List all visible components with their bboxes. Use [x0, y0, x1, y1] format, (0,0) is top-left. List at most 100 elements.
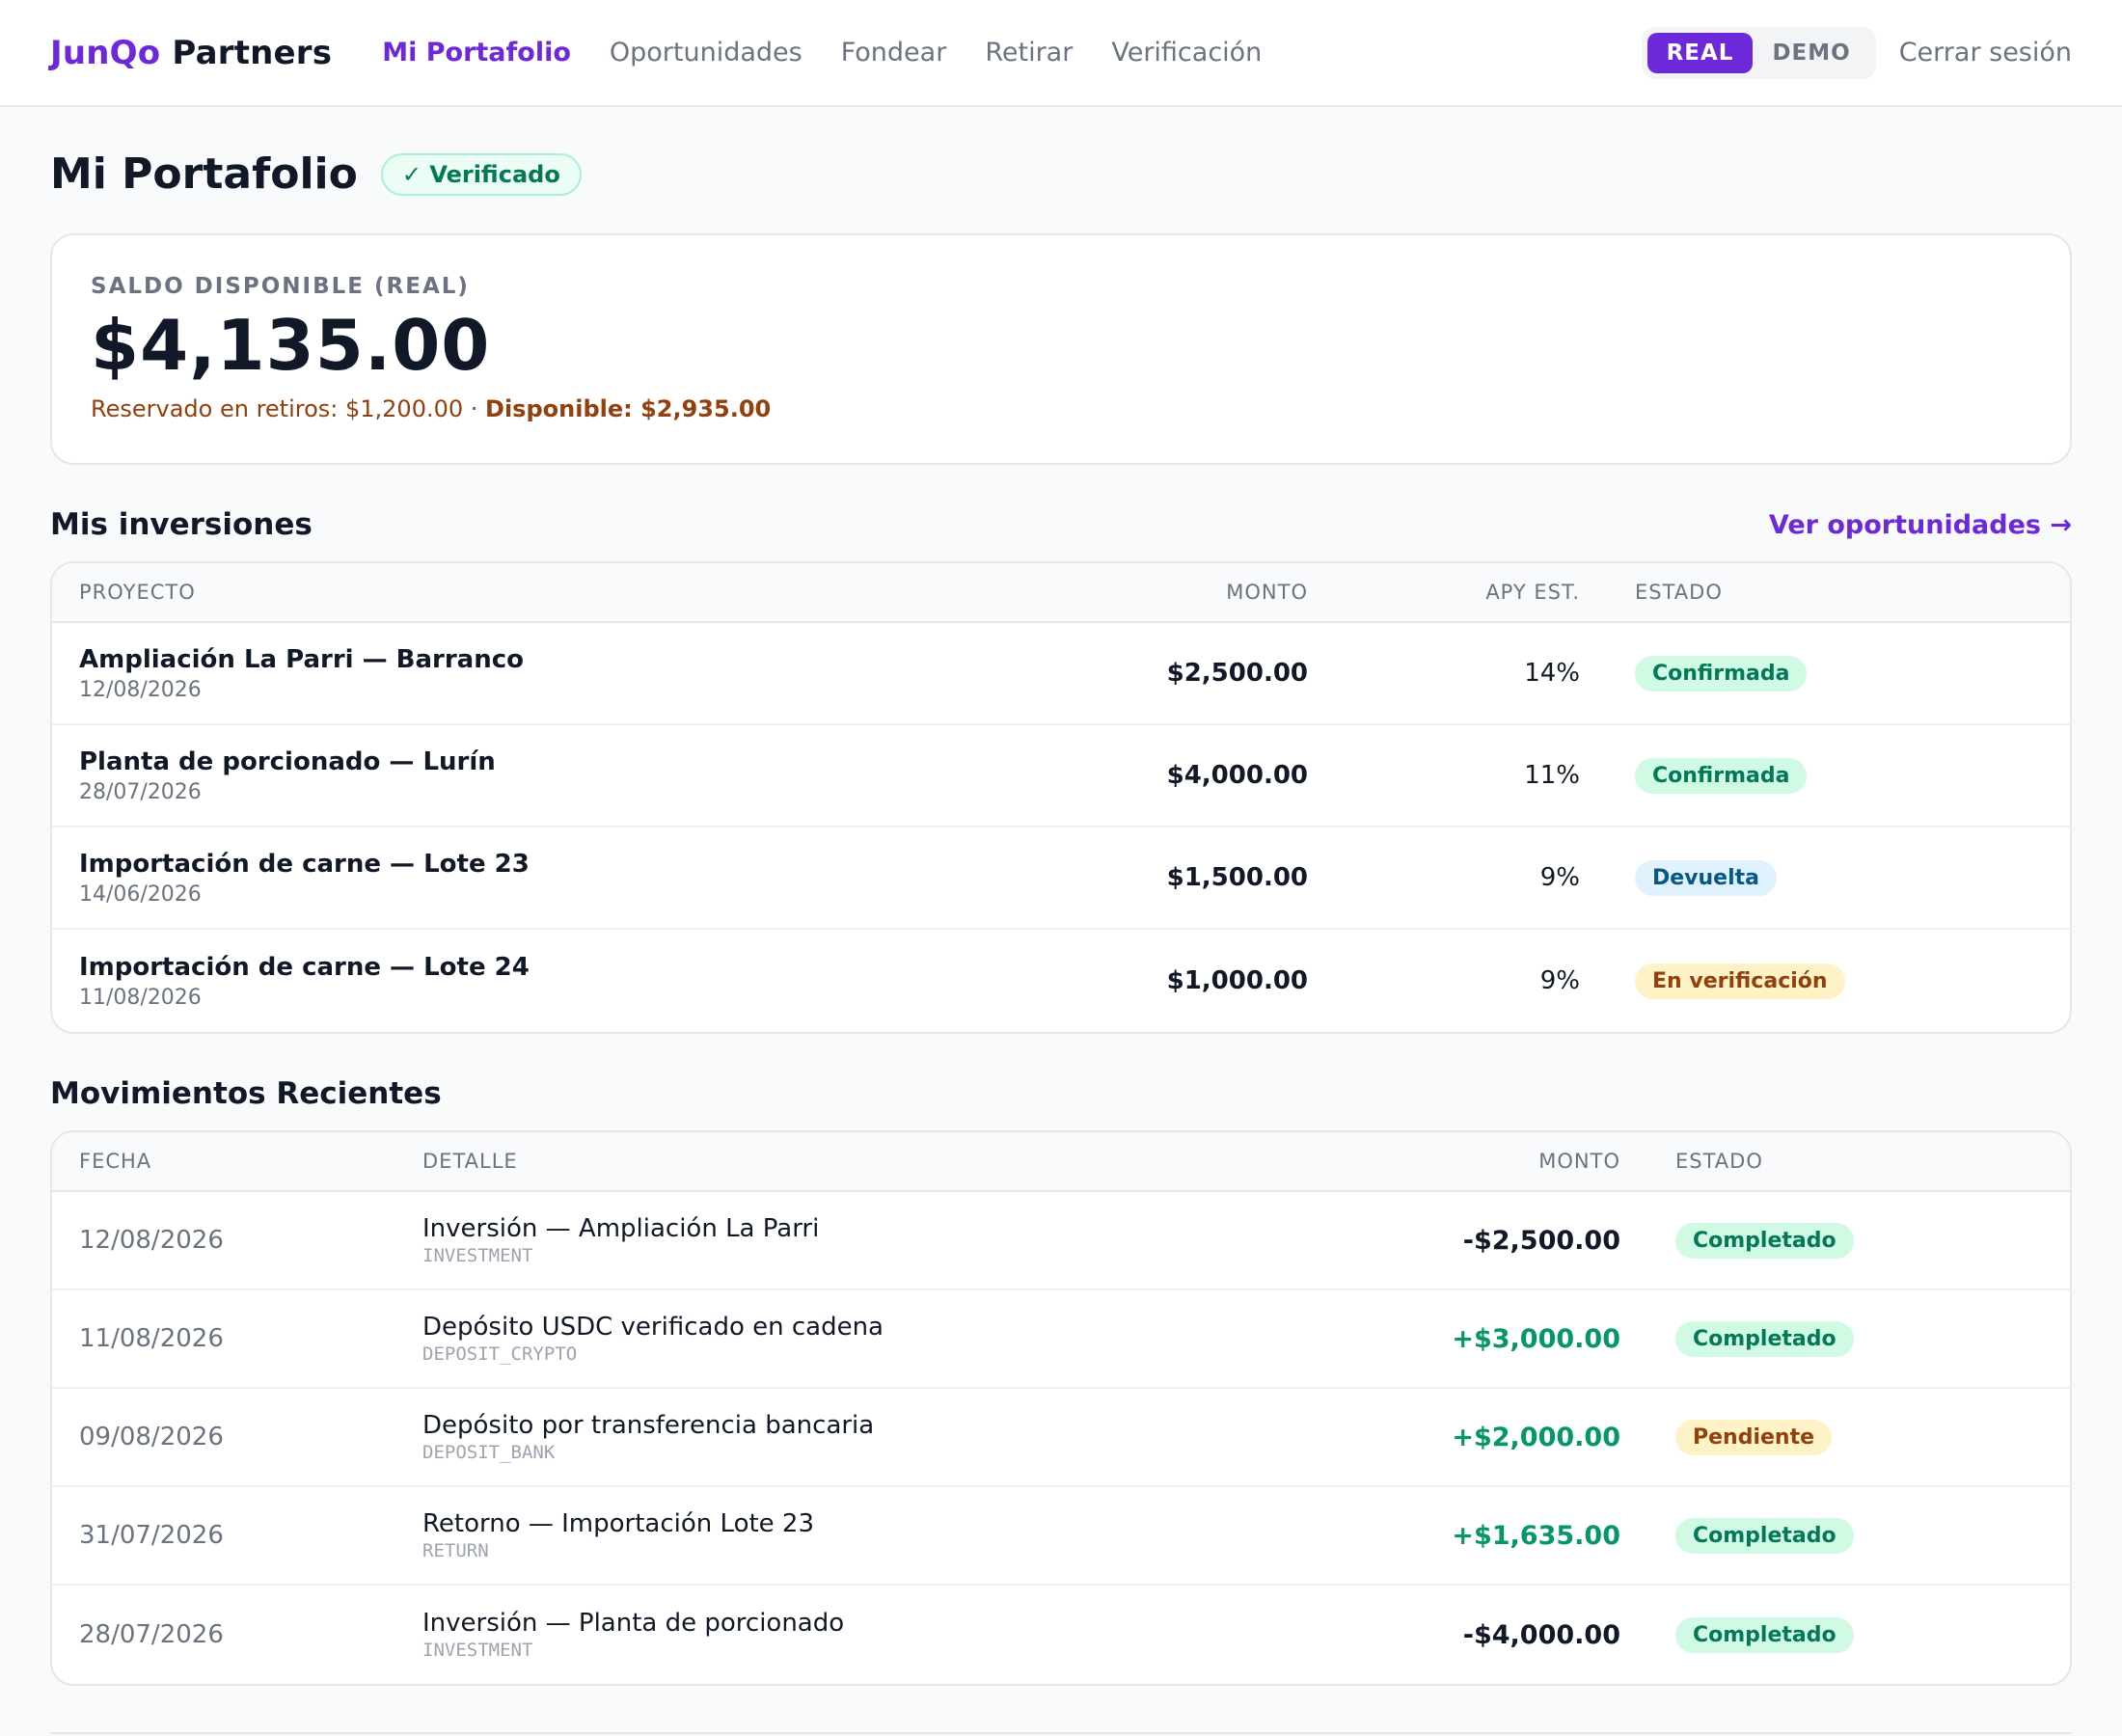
- status-badge: Completado: [1675, 1517, 1854, 1554]
- movement-amount: +$2,000.00: [1452, 1422, 1620, 1452]
- movement-type-code: INVESTMENT: [422, 1640, 533, 1661]
- investment-amount: $1,000.00: [1166, 966, 1308, 995]
- nav-fondear[interactable]: Fondear: [840, 38, 947, 68]
- project-name: Importación de carne — Lote 24: [79, 952, 530, 982]
- nav-mi-portafolio[interactable]: Mi Portafolio: [382, 38, 571, 68]
- investment-apy: 14%: [1524, 659, 1580, 688]
- reserved-withdrawals: Reservado en retiros: $1,200.00 ·: [91, 395, 486, 422]
- movement-amount: +$1,635.00: [1452, 1520, 1620, 1551]
- movement-detail: Inversión — Planta de porcionado: [422, 1609, 845, 1638]
- title-row: Mi Portafolio ✓ Verificado: [50, 149, 2072, 199]
- status-cell: Completado: [1620, 1222, 2043, 1259]
- movement-date: 28/07/2026: [79, 1620, 224, 1649]
- col-amount[interactable]: MONTO: [1226, 581, 1308, 604]
- verified-badge: ✓ Verificado: [380, 152, 582, 196]
- investments-table-header: PROYECTO MONTO APY EST. ESTADO: [52, 563, 2070, 623]
- movement-row[interactable]: 28/07/2026 Inversión — Planta de porcion…: [52, 1586, 2070, 1684]
- movement-type-code: DEPOSIT_BANK: [422, 1442, 556, 1463]
- investment-row[interactable]: Importación de carne — Lote 24 11/08/202…: [52, 930, 2070, 1032]
- movement-amount: -$2,500.00: [1462, 1225, 1620, 1256]
- col-project[interactable]: PROYECTO: [79, 581, 196, 604]
- status-cell: Devuelta: [1580, 859, 2043, 896]
- status-badge: En verificación: [1635, 963, 1845, 999]
- detail-cell: Inversión — Planta de porcionado INVESTM…: [422, 1609, 1331, 1661]
- balance-card: SALDO DISPONIBLE (REAL) $4,135.00 Reserv…: [50, 233, 2072, 465]
- col-date[interactable]: FECHA: [79, 1150, 152, 1173]
- movement-date: 09/08/2026: [79, 1423, 224, 1451]
- status-cell: Confirmada: [1580, 757, 2043, 794]
- movement-date: 12/08/2026: [79, 1226, 224, 1255]
- status-cell: Confirmada: [1580, 655, 2043, 692]
- page-title: Mi Portafolio: [50, 149, 358, 199]
- brand-logo[interactable]: JunQo Partners: [50, 34, 332, 72]
- investments-header: Mis inversiones Ver oportunidades →: [50, 507, 2072, 542]
- investment-amount: $4,000.00: [1166, 761, 1308, 790]
- movement-detail: Depósito por transferencia bancaria: [422, 1411, 875, 1440]
- balance-breakdown: Reservado en retiros: $1,200.00 · Dispon…: [91, 395, 2031, 422]
- project-date: 28/07/2026: [79, 779, 202, 804]
- mode-demo-option[interactable]: DEMO: [1772, 40, 1851, 66]
- movement-amount: -$4,000.00: [1462, 1619, 1620, 1650]
- movement-amount: +$3,000.00: [1452, 1323, 1620, 1354]
- movement-row[interactable]: 31/07/2026 Retorno — Importación Lote 23…: [52, 1487, 2070, 1586]
- mode-real-option[interactable]: REAL: [1646, 32, 1754, 73]
- status-cell: Completado: [1620, 1616, 2043, 1653]
- investments-table: PROYECTO MONTO APY EST. ESTADO Ampliació…: [50, 561, 2072, 1034]
- nav-retirar[interactable]: Retirar: [985, 38, 1074, 68]
- movements-table: FECHA DETALLE MONTO ESTADO 12/08/2026 In…: [50, 1130, 2072, 1686]
- col-status[interactable]: ESTADO: [1635, 581, 1723, 604]
- status-cell: Pendiente: [1620, 1419, 2043, 1455]
- movement-row[interactable]: 11/08/2026 Depósito USDC verificado en c…: [52, 1290, 2070, 1389]
- movement-type-code: DEPOSIT_CRYPTO: [422, 1343, 578, 1365]
- detail-cell: Inversión — Ampliación La Parri INVESTME…: [422, 1214, 1331, 1266]
- status-badge: Confirmada: [1635, 655, 1808, 692]
- col-detail[interactable]: DETALLE: [422, 1150, 518, 1173]
- balance-label: SALDO DISPONIBLE (REAL): [91, 274, 470, 299]
- project-date: 11/08/2026: [79, 985, 202, 1010]
- project-name: Importación de carne — Lote 23: [79, 849, 530, 879]
- detail-cell: Depósito por transferencia bancaria DEPO…: [422, 1411, 1331, 1463]
- main-content: Mi Portafolio ✓ Verificado SALDO DISPONI…: [0, 149, 2122, 1686]
- view-opportunities-link[interactable]: Ver oportunidades →: [1768, 509, 2072, 540]
- investment-row[interactable]: Planta de porcionado — Lurín 28/07/2026 …: [52, 725, 2070, 827]
- investment-row[interactable]: Importación de carne — Lote 23 14/06/202…: [52, 827, 2070, 930]
- available-amount: Disponible: $2,935.00: [485, 395, 772, 422]
- investment-amount: $1,500.00: [1166, 863, 1308, 892]
- movements-title: Movimientos Recientes: [50, 1076, 442, 1111]
- status-cell: Completado: [1620, 1517, 2043, 1554]
- investment-apy: 9%: [1539, 863, 1580, 892]
- investment-row[interactable]: Ampliación La Parri — Barranco 12/08/202…: [52, 623, 2070, 725]
- project-name: Planta de porcionado — Lurín: [79, 746, 496, 776]
- movement-detail: Inversión — Ampliación La Parri: [422, 1214, 820, 1243]
- project-date: 12/08/2026: [79, 677, 202, 702]
- project-cell: Importación de carne — Lote 23 14/06/202…: [79, 850, 1019, 907]
- detail-cell: Retorno — Importación Lote 23 RETURN: [422, 1509, 1331, 1561]
- detail-cell: Depósito USDC verificado en cadena DEPOS…: [422, 1313, 1331, 1365]
- col-amount[interactable]: MONTO: [1538, 1150, 1620, 1173]
- status-badge: Devuelta: [1635, 859, 1778, 896]
- nav-verificacion[interactable]: Verificación: [1111, 38, 1263, 68]
- status-badge: Pendiente: [1675, 1419, 1833, 1455]
- investment-apy: 11%: [1524, 761, 1580, 790]
- movement-type-code: INVESTMENT: [422, 1245, 533, 1266]
- footer-divider: [50, 1732, 2072, 1734]
- logout-link[interactable]: Cerrar sesión: [1898, 38, 2072, 68]
- movement-type-code: RETURN: [422, 1540, 489, 1561]
- movements-header: Movimientos Recientes: [50, 1076, 2072, 1111]
- movement-detail: Retorno — Importación Lote 23: [422, 1509, 815, 1538]
- investments-title: Mis inversiones: [50, 507, 313, 542]
- col-status[interactable]: ESTADO: [1675, 1150, 1763, 1173]
- investment-apy: 9%: [1539, 966, 1580, 995]
- mode-toggle: REAL DEMO: [1641, 26, 1876, 79]
- movements-table-header: FECHA DETALLE MONTO ESTADO: [52, 1132, 2070, 1192]
- movement-detail: Depósito USDC verificado en cadena: [422, 1313, 884, 1342]
- project-cell: Importación de carne — Lote 24 11/08/202…: [79, 953, 1019, 1010]
- project-cell: Ampliación La Parri — Barranco 12/08/202…: [79, 645, 1019, 702]
- status-badge: Confirmada: [1635, 757, 1808, 794]
- project-date: 14/06/2026: [79, 882, 202, 907]
- nav-oportunidades[interactable]: Oportunidades: [609, 38, 803, 68]
- movement-row[interactable]: 09/08/2026 Depósito por transferencia ba…: [52, 1389, 2070, 1487]
- movement-row[interactable]: 12/08/2026 Inversión — Ampliación La Par…: [52, 1192, 2070, 1290]
- col-apy[interactable]: APY EST.: [1485, 581, 1580, 604]
- status-badge: Completado: [1675, 1222, 1854, 1259]
